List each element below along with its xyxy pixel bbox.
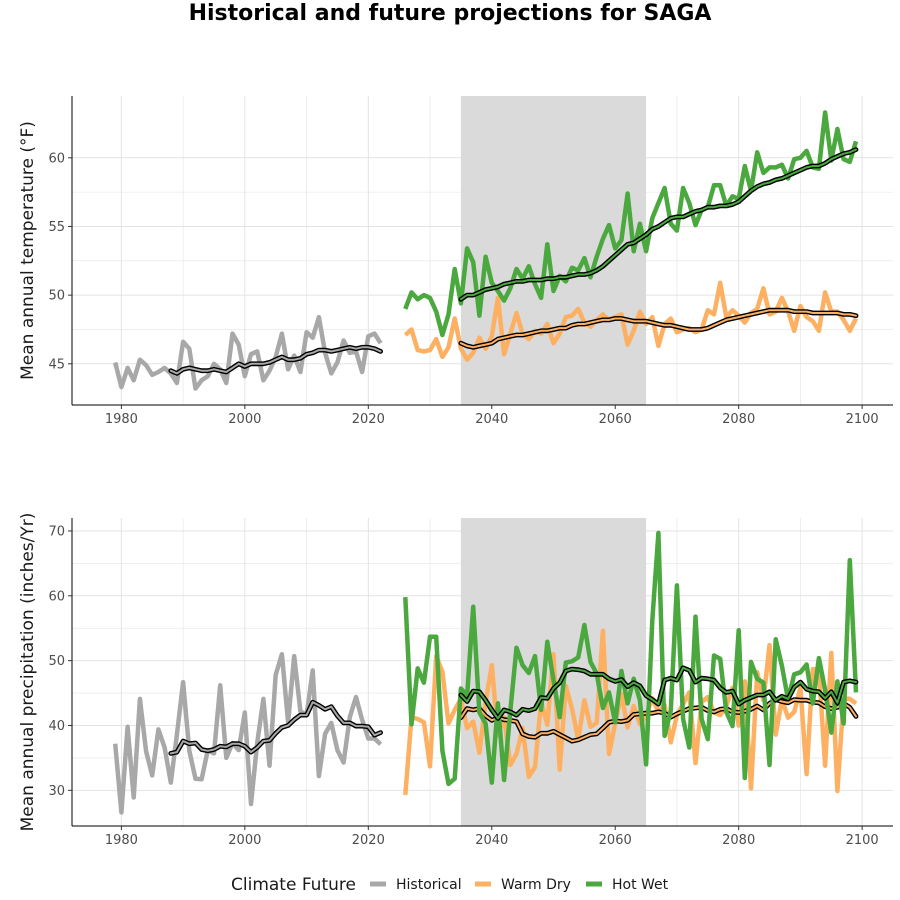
precipitation-y-tick-label: 50 bbox=[48, 654, 65, 669]
precipitation-panel: 1980 2000 2020 2040 2060 2080 2100 30 40 50 60 70 bbox=[48, 518, 893, 848]
precipitation-x-tick-label: 2000 bbox=[228, 833, 261, 848]
temperature-historical-trend-line bbox=[169, 346, 382, 375]
temperature-x-tick-label: 2100 bbox=[846, 412, 879, 427]
temperature-y-tick-label: 55 bbox=[48, 220, 65, 235]
precipitation-hot-wet-trend-line bbox=[459, 666, 857, 720]
precipitation-x-tick-label: 2020 bbox=[352, 833, 385, 848]
precipitation-y-axis-label: Mean annual precipitation (inches/Yr) bbox=[18, 513, 38, 832]
precipitation-x-tick-label: 2060 bbox=[599, 833, 632, 848]
precipitation-historical-line bbox=[112, 651, 383, 815]
temperature-x-tick-label: 2080 bbox=[722, 412, 755, 427]
temperature-warm-dry-trend-line bbox=[459, 309, 857, 349]
legend-item-historical: Historical bbox=[370, 877, 462, 893]
legend-item-hot-wet: Hot Wet bbox=[586, 877, 669, 893]
temperature-hot-wet-trend-line bbox=[459, 148, 857, 301]
temperature-historical-line bbox=[113, 314, 383, 391]
precipitation-y-tick-label: 30 bbox=[48, 784, 65, 799]
chart-title: Historical and future projections for SA… bbox=[189, 1, 712, 26]
precipitation-y-tick-label: 60 bbox=[48, 589, 65, 604]
precipitation-warm-dry-trend-line bbox=[459, 698, 857, 743]
temperature-y-tick-label: 60 bbox=[48, 151, 65, 166]
legend-item-warm-dry: Warm Dry bbox=[475, 877, 571, 893]
precipitation-hot-wet-line bbox=[403, 530, 859, 787]
temperature-warm-dry-line bbox=[403, 280, 859, 362]
temperature-x-tick-label: 2000 bbox=[228, 412, 261, 427]
precipitation-x-tick-label: 2080 bbox=[722, 833, 755, 848]
legend-title: Climate Future bbox=[231, 875, 356, 895]
temperature-y-axis-label: Mean annual temperature (°F) bbox=[18, 121, 38, 380]
precipitation-y-tick-label: 40 bbox=[48, 719, 65, 734]
legend-label-historical: Historical bbox=[396, 877, 462, 893]
temperature-x-tick-label: 2020 bbox=[352, 412, 385, 427]
precipitation-x-tick-label: 1980 bbox=[105, 833, 138, 848]
legend-label-warm-dry: Warm Dry bbox=[501, 877, 571, 893]
temperature-x-tick-label: 2040 bbox=[475, 412, 508, 427]
temperature-y-tick-label: 45 bbox=[48, 357, 65, 372]
temperature-x-tick-label: 2060 bbox=[599, 412, 632, 427]
temperature-hot-wet-line bbox=[403, 110, 859, 338]
temperature-panel: 1980 2000 2020 2040 2060 2080 2100 45 50 55 60 bbox=[48, 96, 893, 427]
precipitation-y-tick-label: 70 bbox=[48, 524, 65, 539]
legend: Climate Future Historical Warm Dry Hot W… bbox=[231, 875, 669, 895]
legend-label-hot-wet: Hot Wet bbox=[612, 877, 669, 893]
precipitation-x-tick-label: 2100 bbox=[846, 833, 879, 848]
precipitation-historical-trend-line bbox=[169, 701, 382, 755]
temperature-x-tick-label: 1980 bbox=[105, 412, 138, 427]
temperature-y-tick-label: 50 bbox=[48, 289, 65, 304]
precipitation-x-tick-label: 2040 bbox=[475, 833, 508, 848]
